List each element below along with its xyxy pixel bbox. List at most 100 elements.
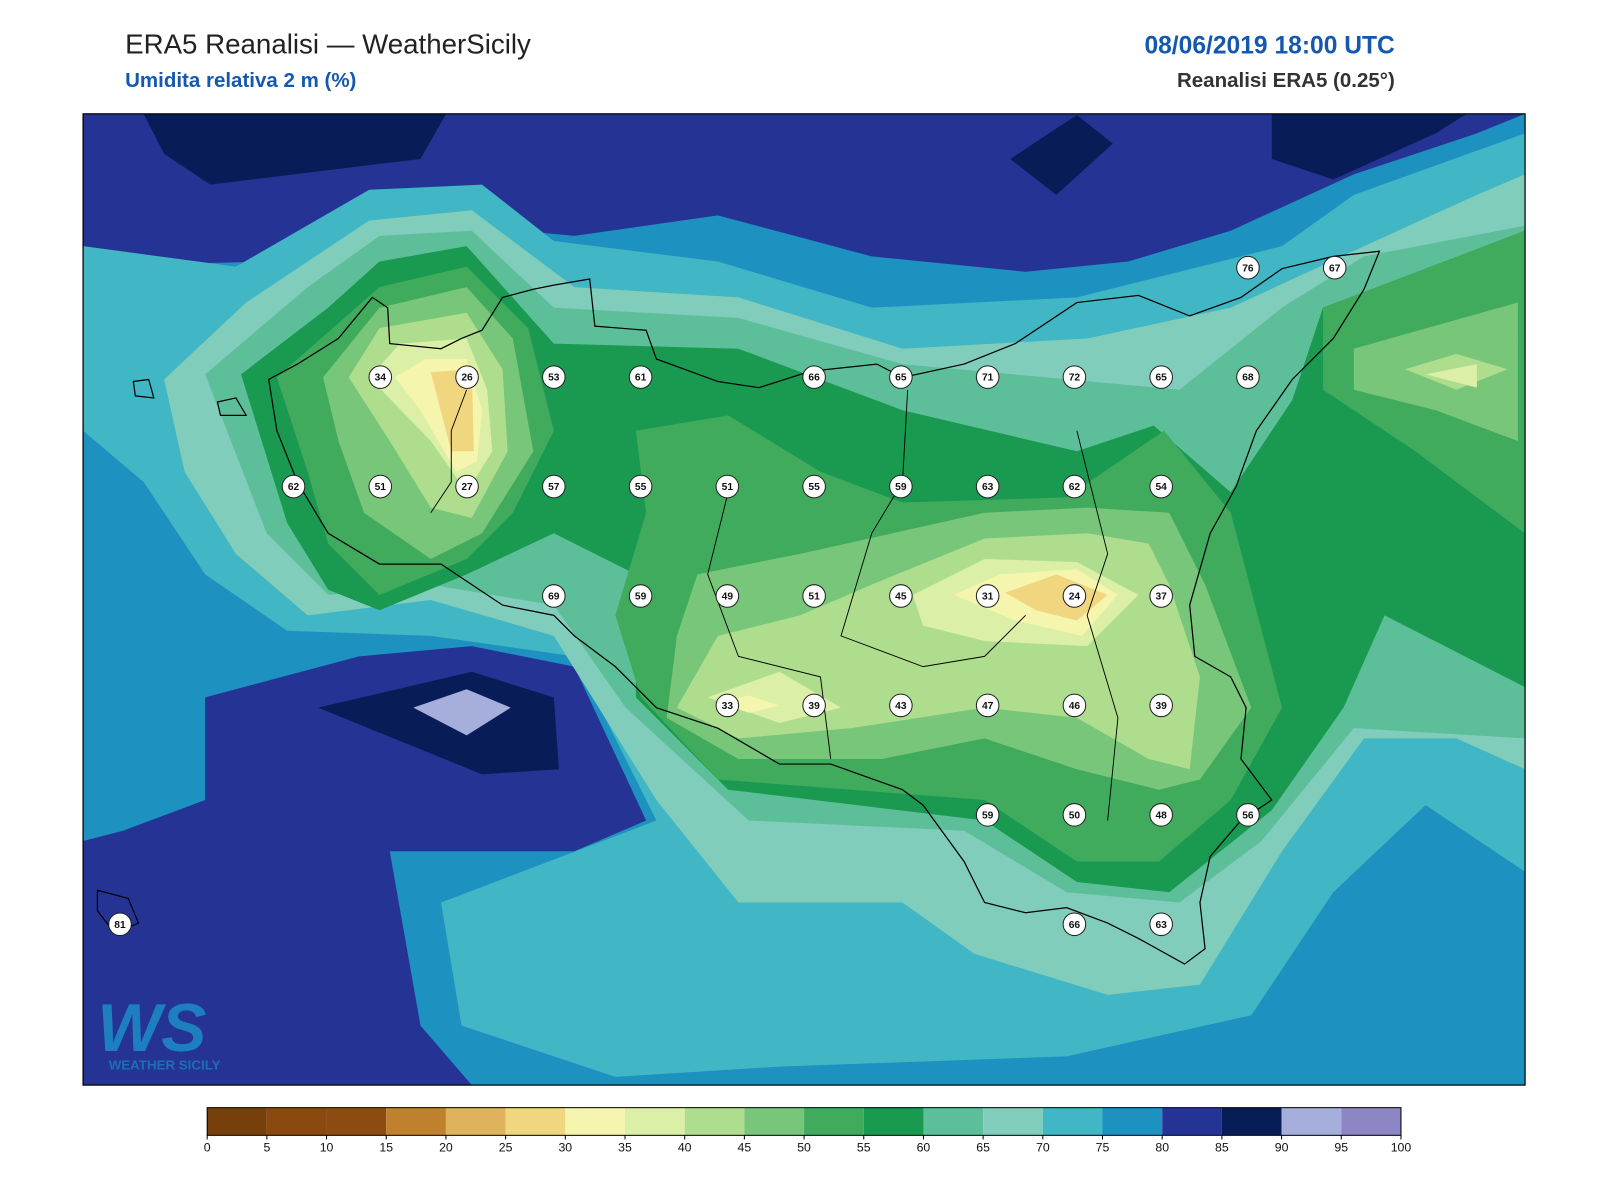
colorbar-tick-label: 10 <box>320 1141 334 1155</box>
station-value: 55 <box>635 482 647 493</box>
station-value: 43 <box>895 701 907 712</box>
station-value: 59 <box>635 592 647 603</box>
colorbar-tick-label: 30 <box>558 1141 572 1155</box>
station-value: 69 <box>548 592 560 603</box>
datetime: 08/06/2019 18:00 UTC <box>1144 32 1395 59</box>
colorbar-tick-label: 75 <box>1096 1141 1110 1155</box>
station-marker <box>542 584 566 608</box>
colorbar-swatch <box>1221 1107 1282 1136</box>
station-value: 66 <box>808 373 820 384</box>
station-value: 67 <box>1329 263 1341 274</box>
logo-text: WEATHER SICILY <box>109 1058 221 1073</box>
station-value: 66 <box>1069 920 1081 931</box>
station-value: 24 <box>1069 592 1081 603</box>
station-value: 39 <box>808 701 820 712</box>
colorbar-tick-label: 15 <box>379 1141 393 1155</box>
colorbar-tick-label: 25 <box>499 1141 513 1155</box>
source: Reanalisi ERA5 (0.25°) <box>1177 69 1395 92</box>
station-marker <box>1236 365 1260 389</box>
station-value: 50 <box>1069 810 1081 821</box>
colorbar-swatch <box>744 1107 805 1136</box>
logo-letters: WS <box>97 991 206 1066</box>
station-marker <box>368 365 393 389</box>
title: ERA5 Reanalisi — WeatherSicily <box>125 28 531 59</box>
station-value: 81 <box>114 920 126 931</box>
station-marker <box>715 584 740 608</box>
station-marker <box>715 693 740 718</box>
station-value: 54 <box>1155 482 1167 493</box>
station-marker <box>975 693 1000 718</box>
station-marker <box>628 365 653 389</box>
station-marker <box>542 474 566 499</box>
coastline <box>96 250 1381 965</box>
colorbar-tick-label: 20 <box>439 1141 453 1155</box>
station-marker <box>1236 803 1260 827</box>
station-value: 65 <box>895 373 907 384</box>
station-marker <box>368 474 393 499</box>
colorbar-tick-label: 40 <box>678 1141 692 1155</box>
station-value: 46 <box>1069 701 1081 712</box>
station-marker <box>1149 365 1173 389</box>
station-value: 45 <box>895 592 907 603</box>
station-marker <box>628 584 653 608</box>
colorbar-tick-label: 60 <box>917 1141 931 1155</box>
station-marker <box>802 365 826 389</box>
contour-band <box>413 689 511 736</box>
station-value: 49 <box>722 592 734 603</box>
colorbar-swatch <box>386 1107 446 1136</box>
station-value: 63 <box>982 482 994 493</box>
contour-band <box>143 113 447 185</box>
station-value: 61 <box>635 373 647 384</box>
colorbar-swatch <box>266 1107 327 1136</box>
colorbar: 0 5 10 15 20 25 30 35 40 45 50 55 60 65 70 75 80 85 90 95 10… <box>204 1107 1412 1155</box>
colorbar-swatch <box>983 1107 1043 1136</box>
station-value: 48 <box>1155 810 1167 821</box>
colorbar-swatch <box>863 1107 924 1136</box>
colorbar-tick-label: 50 <box>797 1141 811 1155</box>
colorbar-tick-label: 45 <box>738 1141 752 1155</box>
colorbar-swatch <box>445 1107 506 1136</box>
stations: 76 67 34 26 53 61 66 65 71 72 65 68 62 51 27 57 55 51 55 59… <box>108 255 1347 937</box>
station-marker <box>889 365 913 389</box>
station-marker <box>889 474 913 499</box>
colorbar-swatch <box>1281 1107 1342 1136</box>
colorbar-tick-label: 80 <box>1155 1141 1169 1155</box>
station-marker <box>1062 912 1087 937</box>
station-value: 71 <box>982 373 994 384</box>
colorbar-tick-label: 95 <box>1334 1141 1348 1155</box>
contour-band <box>1271 113 1467 180</box>
station-marker <box>1149 803 1173 827</box>
station-value: 26 <box>461 373 473 384</box>
contour-band <box>1005 574 1108 621</box>
contour-band <box>317 671 559 775</box>
colorbar-swatch <box>1162 1107 1222 1136</box>
station-value: 34 <box>375 373 387 384</box>
colorbar-swatch <box>804 1107 864 1136</box>
station-value: 65 <box>1155 373 1167 384</box>
logo: WS WEATHER SICILY <box>97 991 220 1072</box>
station-marker <box>1149 474 1173 499</box>
colorbar-swatch <box>1102 1107 1163 1136</box>
contour-band <box>430 369 474 452</box>
station-value: 68 <box>1242 373 1254 384</box>
station-marker <box>889 693 913 718</box>
contour-band <box>83 113 1526 272</box>
station-marker <box>1062 584 1087 608</box>
station-value: 59 <box>982 810 994 821</box>
station-value: 55 <box>808 482 820 493</box>
station-marker <box>975 365 1000 389</box>
station-value: 59 <box>895 482 907 493</box>
station-value: 56 <box>1242 810 1254 821</box>
colorbar-tick-label: 100 <box>1391 1141 1412 1155</box>
colorbar-tick-label: 85 <box>1215 1141 1229 1155</box>
station-value: 51 <box>808 592 820 603</box>
station-marker <box>455 474 479 499</box>
colorbar-tick-label: 65 <box>976 1141 990 1155</box>
colorbar-tick-label: 70 <box>1036 1141 1050 1155</box>
map-frame <box>82 113 1526 1086</box>
station-marker <box>108 912 132 937</box>
station-marker <box>1236 255 1260 280</box>
station-marker <box>802 584 826 608</box>
colorbar-tick-label: 0 <box>204 1141 211 1155</box>
colorbar-swatch <box>684 1107 745 1136</box>
